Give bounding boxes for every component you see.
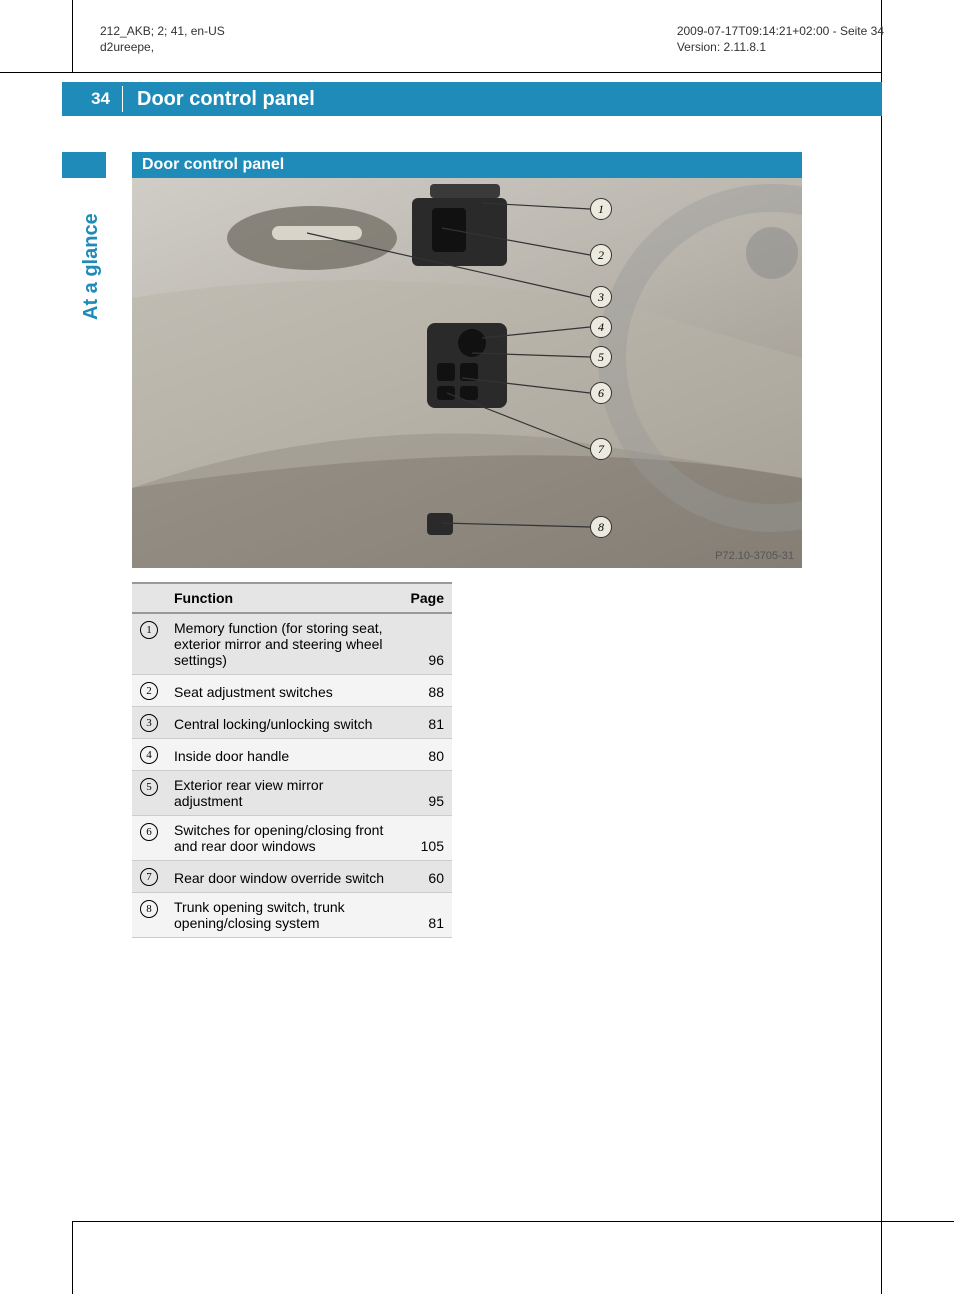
meta-right: 2009-07-17T09:14:21+02:00 - Seite 34 Ver… xyxy=(677,24,884,55)
row-page: 95 xyxy=(402,771,452,816)
row-page: 81 xyxy=(402,707,452,739)
meta-header: 212_AKB; 2; 41, en-US d2ureepe, 2009-07-… xyxy=(100,24,884,55)
meta-left-line1: 212_AKB; 2; 41, en-US xyxy=(100,24,225,40)
table-row: 4Inside door handle80 xyxy=(132,739,452,771)
table-row: 7Rear door window override switch60 xyxy=(132,861,452,893)
crop-mark-left-top xyxy=(72,0,73,72)
page-number: 34 xyxy=(62,89,122,109)
row-page: 81 xyxy=(402,893,452,938)
row-function: Switches for opening/closing front and r… xyxy=(166,816,402,861)
door-panel-diagram: 1 2 3 4 5 6 7 8 P72.10-3705-31 xyxy=(132,178,802,568)
crop-mark-left-bottom xyxy=(72,1222,73,1294)
callout-2: 2 xyxy=(590,244,612,266)
row-number: 1 xyxy=(132,613,166,675)
crop-mark-right xyxy=(881,0,882,1294)
crop-mark-top xyxy=(0,72,882,73)
sidebar-tab xyxy=(62,152,106,178)
row-page: 96 xyxy=(402,613,452,675)
table-row: 5Exterior rear view mirror adjustment95 xyxy=(132,771,452,816)
row-page: 88 xyxy=(402,675,452,707)
row-function: Seat adjustment switches xyxy=(166,675,402,707)
callout-6: 6 xyxy=(590,382,612,404)
row-number: 3 xyxy=(132,707,166,739)
row-function: Trunk opening switch, trunk opening/clos… xyxy=(166,893,402,938)
callout-8: 8 xyxy=(590,516,612,538)
row-function: Exterior rear view mirror adjustment xyxy=(166,771,402,816)
callout-5: 5 xyxy=(590,346,612,368)
callout-4: 4 xyxy=(590,316,612,338)
callout-3: 3 xyxy=(590,286,612,308)
row-page: 80 xyxy=(402,739,452,771)
table-header-page: Page xyxy=(402,583,452,613)
page-title: Door control panel xyxy=(137,88,315,111)
row-page: 105 xyxy=(402,816,452,861)
table-row: 8Trunk opening switch, trunk opening/clo… xyxy=(132,893,452,938)
meta-right-line2: Version: 2.11.8.1 xyxy=(677,40,884,56)
row-number: 2 xyxy=(132,675,166,707)
row-number: 6 xyxy=(132,816,166,861)
content-area: Door control panel xyxy=(132,152,802,938)
callout-1: 1 xyxy=(590,198,612,220)
meta-left: 212_AKB; 2; 41, en-US d2ureepe, xyxy=(100,24,225,55)
table-row: 2Seat adjustment switches88 xyxy=(132,675,452,707)
table-row: 6Switches for opening/closing front and … xyxy=(132,816,452,861)
sidebar-label: At a glance xyxy=(80,213,103,320)
callout-7: 7 xyxy=(590,438,612,460)
row-number: 4 xyxy=(132,739,166,771)
meta-right-line1: 2009-07-17T09:14:21+02:00 - Seite 34 xyxy=(677,24,884,40)
row-number: 7 xyxy=(132,861,166,893)
table-row: 1Memory function (for storing seat, exte… xyxy=(132,613,452,675)
row-page: 60 xyxy=(402,861,452,893)
title-bar: 34 Door control panel xyxy=(62,82,882,116)
title-divider xyxy=(122,86,123,112)
image-code: P72.10-3705-31 xyxy=(715,550,794,562)
meta-left-line2: d2ureepe, xyxy=(100,40,225,56)
row-number: 5 xyxy=(132,771,166,816)
function-table: Function Page 1Memory function (for stor… xyxy=(132,582,452,938)
row-function: Central locking/unlocking switch xyxy=(166,707,402,739)
table-row: 3Central locking/unlocking switch81 xyxy=(132,707,452,739)
table-header-blank xyxy=(132,583,166,613)
diagram-svg xyxy=(132,178,802,568)
section-header: Door control panel xyxy=(132,152,802,178)
row-function: Memory function (for storing seat, exter… xyxy=(166,613,402,675)
row-number: 8 xyxy=(132,893,166,938)
row-function: Rear door window override switch xyxy=(166,861,402,893)
table-header-function: Function xyxy=(166,583,402,613)
crop-mark-bottom xyxy=(72,1221,954,1222)
row-function: Inside door handle xyxy=(166,739,402,771)
